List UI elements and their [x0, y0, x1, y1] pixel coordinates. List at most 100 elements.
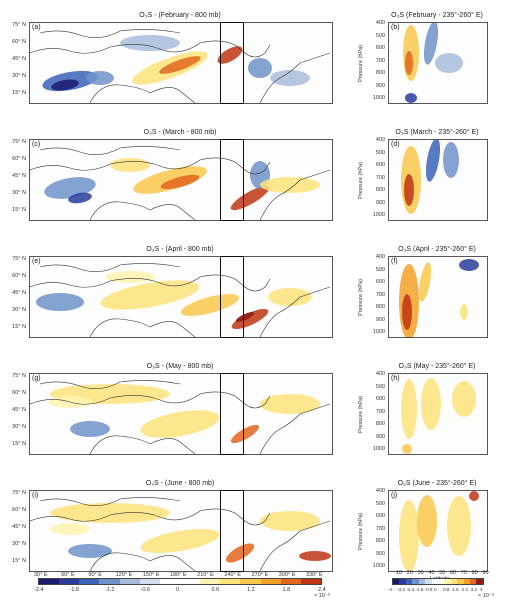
profile-panel-title: O₃S (February - 235°-260° E)	[391, 12, 483, 19]
contour-blob	[120, 35, 180, 51]
pressure-label: 700	[375, 525, 385, 532]
latitude-tick-label: 40	[428, 570, 435, 576]
profile-panel-title: O₃S (March - 235°-260° E)	[395, 129, 479, 136]
pressure-axis-title: Pressure (hPa)	[358, 45, 364, 82]
contour-blob	[447, 496, 471, 556]
contour-blob	[50, 523, 90, 535]
contour-blob	[235, 311, 255, 323]
latitude-label: 60° N	[12, 156, 26, 162]
profile-colorbar-tick: 4	[480, 587, 483, 592]
pressure-label: 600	[375, 513, 385, 519]
coastline	[39, 146, 181, 156]
profile-colorbar-tick: 0.8	[443, 587, 450, 592]
map-colorbar	[38, 578, 322, 585]
latitude-label: 15° N	[12, 324, 26, 330]
coastline	[30, 508, 271, 526]
map-colorbar-tick: 0	[176, 587, 180, 593]
longitude-label: 150° E	[142, 572, 160, 578]
latitude-tick-label: 60	[450, 570, 457, 576]
profile-colorbar-exponent: × 10⁻⁹	[478, 593, 495, 599]
colorbar-swatch	[399, 579, 406, 584]
profile-colorbar-tick: -2.4	[406, 587, 415, 592]
pressure-label: 400	[375, 20, 385, 26]
pressure-label: 500	[375, 266, 385, 273]
pressure-label: 400	[375, 137, 385, 143]
profile-panel-title: O₃S (April - 235°-260° E)	[398, 246, 476, 253]
map-colorbar-tick: 0.6	[211, 587, 220, 593]
contour-blob	[140, 410, 220, 438]
contour-blob	[418, 262, 432, 302]
contour-blob	[230, 185, 270, 211]
map-panel-title: O₃S - (May - 800 mb)	[146, 363, 214, 370]
coastline	[30, 40, 271, 58]
colorbar-swatch	[437, 579, 445, 584]
colorbar-swatch	[260, 579, 281, 584]
profile-contours	[399, 491, 479, 571]
latitude-label: 75° N	[12, 256, 26, 262]
coastline	[30, 157, 271, 175]
latitude-label: 60° N	[12, 507, 26, 513]
contour-blob	[460, 304, 468, 320]
colorbar-swatch	[119, 579, 140, 584]
pressure-label: 800	[375, 304, 385, 310]
contour-blob	[268, 288, 312, 306]
pressure-label: 400	[375, 254, 385, 260]
contour-blob	[401, 379, 417, 439]
latitude-label: 15° N	[12, 558, 26, 564]
map-panel: (g)	[29, 373, 333, 455]
map-colorbar-tick: 1.2	[247, 587, 255, 593]
contour-blob	[423, 23, 439, 65]
map-panel: (e)	[29, 256, 333, 338]
map-colorbar-tick: -1.8	[69, 587, 79, 593]
pressure-label: 500	[375, 149, 385, 156]
contour-blob	[230, 424, 260, 444]
colorbar-swatch	[476, 579, 483, 584]
panel-letter: (i)	[32, 492, 39, 499]
map-colorbar-tick: 2.4	[318, 587, 326, 593]
latitude-label: 15° N	[12, 90, 26, 96]
panel-letter: (g)	[32, 375, 41, 382]
panel-letter: (c)	[32, 141, 41, 148]
map-panel-title: O₃S - (June - 800 mb)	[145, 480, 215, 487]
latitude-tick-label: 30	[417, 570, 424, 576]
map-contours	[30, 146, 331, 220]
latitude-label: 45° N	[12, 290, 26, 296]
latitude-tick-label: 50	[439, 570, 446, 576]
contour-blob	[180, 294, 240, 316]
contour-blob	[421, 378, 441, 430]
map-colorbar-exponent: × 10⁻⁹	[314, 593, 331, 599]
profile-colorbar-tick: -4	[388, 587, 393, 592]
map-contours	[30, 380, 331, 454]
pressure-axis-title: Pressure (hPa)	[358, 279, 364, 316]
pressure-label: 900	[375, 433, 385, 440]
profile-contours	[401, 378, 476, 454]
profile-colorbar-tick: -3.2	[397, 587, 405, 592]
colorbar-swatch	[431, 579, 438, 584]
map-panel-title: O₃S - (February - 800 mb)	[139, 12, 221, 19]
pressure-label: 400	[375, 488, 385, 494]
latitude-label: 60° N	[12, 390, 26, 396]
pressure-label: 600	[375, 162, 385, 168]
contour-blob	[260, 394, 320, 414]
coastline	[259, 286, 331, 337]
profile-contours	[403, 23, 463, 103]
coastline	[89, 552, 196, 571]
coastline	[39, 29, 181, 39]
contour-blob	[402, 294, 412, 330]
contour-blob	[51, 79, 79, 91]
contour-blob	[270, 70, 310, 86]
colorbar-swatch	[99, 579, 120, 584]
contour-blob	[225, 543, 255, 563]
pressure-axis-title: Pressure (hPa)	[358, 162, 364, 199]
coastline	[89, 201, 196, 220]
latitude-label: 45° N	[12, 524, 26, 530]
colorbar-swatch	[79, 579, 100, 584]
pressure-label: 800	[375, 421, 385, 427]
contour-blob	[248, 58, 272, 78]
pressure-label: 1000	[372, 563, 385, 569]
profile-colorbar-tick: -0.8	[424, 587, 433, 592]
latitude-label: 75° N	[12, 490, 26, 496]
profile-panel-title: O₃S (June - 235°-260° E)	[397, 480, 477, 487]
coastline	[30, 391, 271, 409]
contour-blob	[435, 53, 463, 73]
